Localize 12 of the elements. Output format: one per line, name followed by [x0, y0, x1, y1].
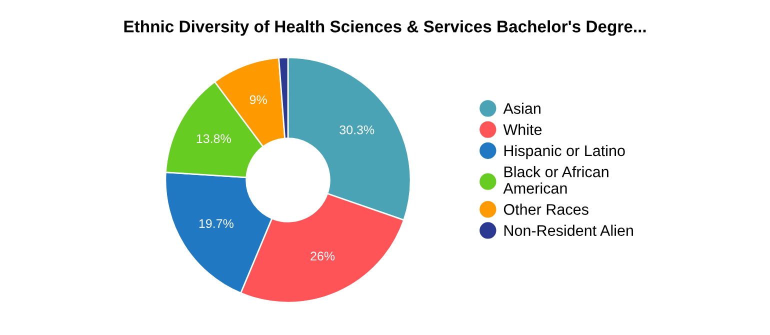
data-label: 26% — [310, 252, 335, 261]
data-label: 19.7% — [199, 219, 234, 228]
data-label: 9% — [250, 95, 267, 104]
data-label: 30.3% — [340, 125, 374, 134]
legend-label: Hispanic or Latino — [504, 144, 625, 160]
chart-title: Ethnic Diversity of Health Sciences & Services Bachelor's Degre... — [124, 20, 646, 36]
legend-label: Black or African American — [503, 166, 608, 194]
legend-label: Asian — [503, 102, 540, 114]
legend-label: White — [503, 124, 542, 136]
legend-label: Non-Resident Alien — [504, 224, 633, 236]
legend-label: Other Races — [504, 204, 588, 215]
data-label: 13.8% — [196, 134, 231, 144]
